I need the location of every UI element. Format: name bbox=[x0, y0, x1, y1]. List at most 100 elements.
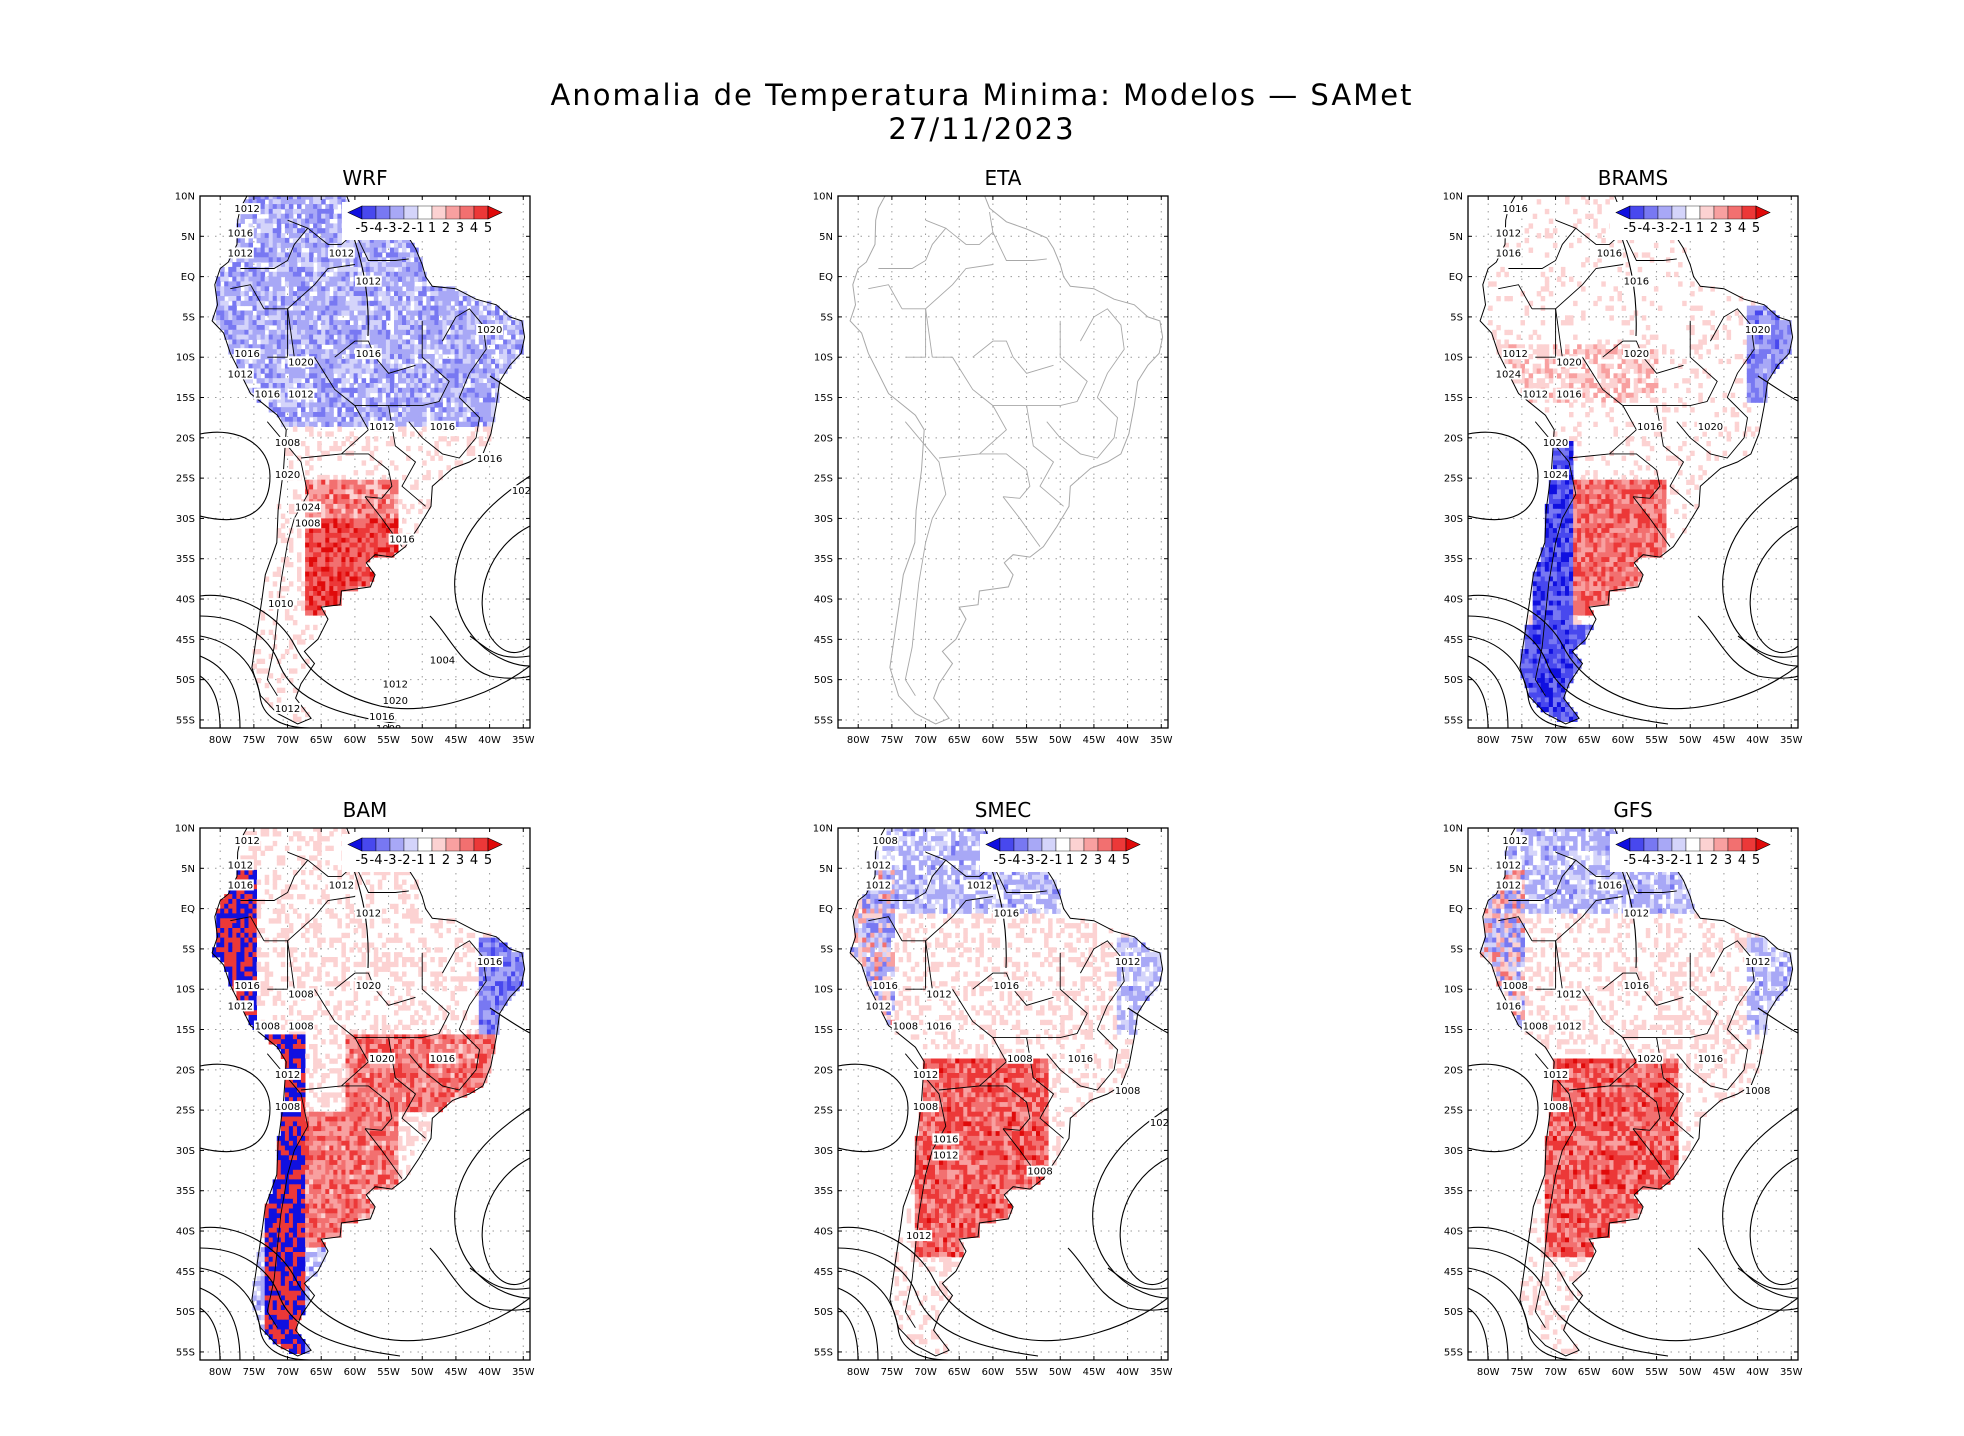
colorbar-label: 2 bbox=[442, 853, 450, 868]
isobar-label: 1008 bbox=[893, 1022, 918, 1033]
lat-tick-label: 10S bbox=[1444, 985, 1463, 996]
isobar-label: 1012 bbox=[275, 704, 300, 715]
isobar-label: 1016 bbox=[1068, 1054, 1093, 1065]
lat-tick-label: 5S bbox=[182, 312, 195, 323]
isobar-line bbox=[1468, 655, 1509, 728]
isobar-label: 1012 bbox=[1624, 909, 1649, 920]
lat-tick-label: 30S bbox=[1444, 514, 1463, 525]
isobar-label: 1012 bbox=[228, 860, 253, 871]
lat-tick-label: 5N bbox=[181, 232, 195, 243]
lat-tick-label: 5S bbox=[182, 944, 195, 955]
lat-tick-label: 10S bbox=[176, 985, 195, 996]
isobar-line bbox=[1737, 1267, 1798, 1290]
colorbar-label: -5 bbox=[1624, 853, 1637, 868]
isobar-label: 1016 bbox=[1624, 981, 1649, 992]
lon-tick-label: 60W bbox=[344, 1367, 367, 1378]
isobar-label: 1016 bbox=[477, 957, 502, 968]
lat-tick-label: 20S bbox=[1444, 1065, 1463, 1076]
lon-tick-label: 50W bbox=[1679, 1367, 1702, 1378]
colorbar-label: -2 bbox=[1666, 853, 1679, 868]
lon-tick-label: 75W bbox=[881, 735, 904, 746]
lon-tick-label: 55W bbox=[1015, 735, 1038, 746]
isobar-label: 1012 bbox=[329, 880, 354, 891]
colorbar-label: -5 bbox=[1624, 221, 1637, 236]
panel-title: WRF bbox=[342, 166, 388, 190]
panel-wrf: WRF 1012 1016 1012 1012 1012 1020 1016 1020 1016 1… bbox=[175, 166, 535, 752]
lat-tick-label: 30S bbox=[176, 514, 195, 525]
colorbar-label: 5 bbox=[1122, 853, 1130, 868]
isobar-line bbox=[200, 675, 221, 728]
lat-tick-label: 40S bbox=[176, 595, 195, 606]
colorbar-label: -2 bbox=[1666, 221, 1679, 236]
isobar-label: 1016 bbox=[1637, 422, 1662, 433]
colorbar-label: -3 bbox=[384, 221, 397, 236]
lon-tick-label: 40W bbox=[1116, 735, 1139, 746]
isobar-line bbox=[200, 635, 311, 728]
colorbar-label: 1 bbox=[428, 853, 436, 868]
lon-tick-label: 55W bbox=[1645, 735, 1668, 746]
graticule bbox=[200, 196, 530, 728]
lon-tick-label: 45W bbox=[445, 1367, 468, 1378]
isobar-label: 1004 bbox=[430, 656, 455, 667]
colorbar-label: -3 bbox=[384, 853, 397, 868]
isobar-line bbox=[200, 615, 401, 725]
isobar-line bbox=[1468, 675, 1489, 728]
isobar-line bbox=[454, 475, 530, 667]
isobar-labels: 1012 1012 1016 1012 1012 1016 1020 1008 1016 1012… bbox=[227, 835, 503, 1113]
colorbar-label: 3 bbox=[456, 221, 464, 236]
isobar-label: 1012 bbox=[866, 860, 891, 871]
lon-tick-label: 75W bbox=[243, 1367, 266, 1378]
isobar-line bbox=[838, 1287, 879, 1360]
isobar-line bbox=[200, 1307, 221, 1360]
isobar-label: 1012 bbox=[234, 204, 259, 215]
isobar-label: 1016 bbox=[389, 535, 414, 546]
isobar-line bbox=[489, 375, 530, 402]
isobar-label: 1012 bbox=[383, 680, 408, 691]
isobar-label: 1016 bbox=[1502, 204, 1527, 215]
lon-tick-label: 60W bbox=[1612, 735, 1635, 746]
lon-tick-label: 70W bbox=[914, 735, 937, 746]
isobar-line bbox=[200, 1063, 271, 1153]
map-frame: 10N 5N EQ 5S 10S 15S 20S 25S 30S 35S 40S 45S 50S 55S 8… bbox=[813, 192, 1173, 747]
panel-brams: BRAMS 1016 1012 1016 1016 1016 1020 1020 1020 101… bbox=[1443, 166, 1803, 752]
lon-tick-label: 55W bbox=[377, 735, 400, 746]
lon-tick-label: 55W bbox=[377, 1367, 400, 1378]
country-borders bbox=[868, 844, 1125, 1329]
colorbar-label: -3 bbox=[1652, 221, 1665, 236]
panel-title: SMEC bbox=[974, 798, 1032, 822]
colorbar-label: 4 bbox=[1108, 853, 1116, 868]
graticule bbox=[838, 196, 1168, 728]
colorbar-legend: -5 -4 -3 -2 -1 1 2 3 4 5 bbox=[342, 834, 522, 872]
colorbar-label: -4 bbox=[1008, 853, 1021, 868]
lat-tick-label: 5N bbox=[1449, 864, 1463, 875]
isobar-label: 1008 bbox=[1543, 1102, 1568, 1113]
lon-tick-label: 35W bbox=[1780, 735, 1803, 746]
panel-bam: BAM 1012 1012 1016 1012 1012 1016 1020 1008 1016 1… bbox=[175, 798, 535, 1384]
colorbar-label: -1 bbox=[1680, 853, 1693, 868]
isobar-label: 1012 bbox=[356, 909, 381, 920]
lat-tick-label: 50S bbox=[176, 1307, 195, 1318]
lon-tick-label: 35W bbox=[1150, 1367, 1173, 1378]
isobar-label: 1016 bbox=[255, 390, 280, 401]
figure-title: Anomalia de Temperatura Minima: Modelos … bbox=[550, 78, 1414, 112]
colorbar-label: -4 bbox=[1638, 221, 1651, 236]
colorbar-label: -4 bbox=[370, 221, 383, 236]
lon-tick-label: 80W bbox=[1477, 735, 1500, 746]
lon-tick-label: 65W bbox=[310, 1367, 333, 1378]
lat-tick-label: EQ bbox=[181, 272, 195, 283]
isobar-line bbox=[429, 615, 530, 679]
isobar-line bbox=[1722, 475, 1798, 667]
isobar-label: 1016 bbox=[1496, 1001, 1521, 1012]
isobar-line bbox=[838, 1063, 909, 1153]
colorbar-label: 1 bbox=[1066, 853, 1074, 868]
isobar-line bbox=[200, 1287, 241, 1360]
lon-tick-label: 35W bbox=[512, 735, 535, 746]
isobar-label: 1012 bbox=[228, 1001, 253, 1012]
panel-title: BRAMS bbox=[1597, 166, 1669, 190]
isobar-label: 1008 bbox=[288, 1022, 313, 1033]
lon-tick-label: 45W bbox=[1083, 735, 1106, 746]
